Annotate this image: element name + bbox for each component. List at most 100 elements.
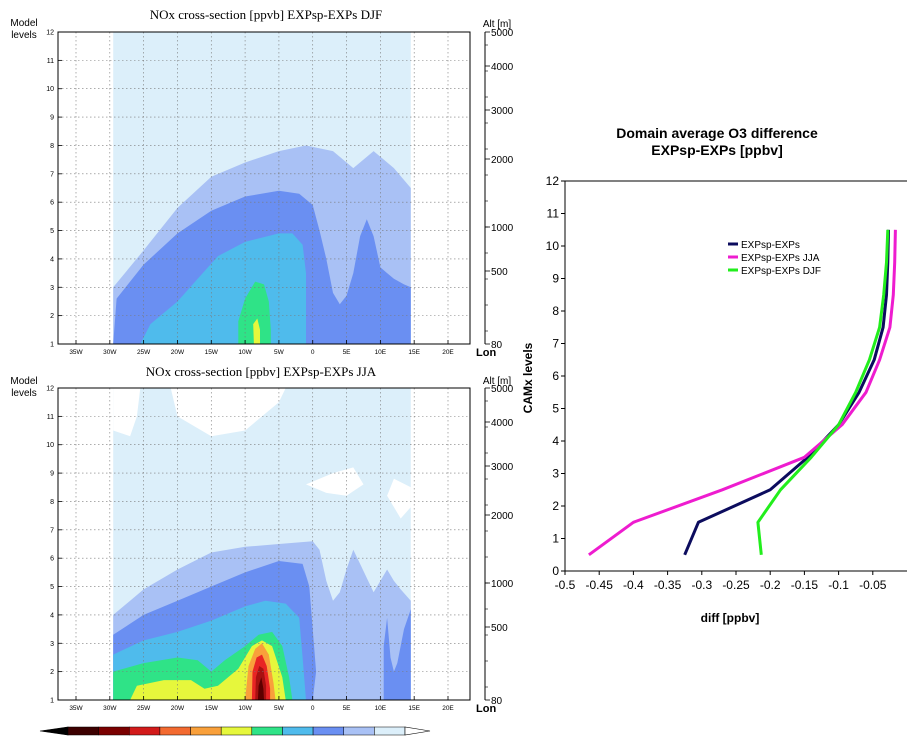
- jja-contour-bands: [113, 388, 411, 700]
- p1-x-tick-label: 0: [311, 349, 315, 356]
- p1-alt-tick-label: 500: [491, 267, 508, 278]
- o3-legend-label: EXPsp-EXPs DJF: [741, 266, 821, 277]
- colorbar-swatch: [374, 726, 406, 736]
- p2-x-tick-label: 5W: [274, 705, 285, 712]
- o3-y-tick-label: 6: [552, 369, 559, 383]
- jja-right-axis-title: Alt [m]: [483, 376, 512, 387]
- djf-plot-frame: [57, 31, 471, 345]
- colorbar-swatch: [220, 726, 253, 736]
- o3-series-line-3: [756, 229, 890, 555]
- p1-x-tick-label: 5E: [343, 349, 352, 356]
- p2-x-tick-label: 10W: [238, 705, 252, 712]
- o3-x-tick-label: -0.4: [623, 578, 644, 592]
- djf-contour-bands: [113, 32, 411, 344]
- jja-gridlines: [58, 387, 470, 701]
- p2-y-tick-label: 1: [50, 698, 54, 705]
- colorbar-swatch: [98, 726, 130, 736]
- djf-right-axis-title: Alt [m]: [483, 19, 512, 30]
- jja-x-axis-title: Lon: [476, 703, 496, 715]
- p1-alt-tick-label: 3000: [491, 106, 514, 117]
- p1-y-tick-label: 7: [50, 171, 54, 178]
- p1-alt-tick-label: 80: [491, 340, 503, 351]
- jja-left-axis-title-line2: levels: [11, 388, 37, 399]
- p2-y-tick-label: 5: [50, 584, 54, 591]
- colorbar-swatch: [282, 726, 314, 736]
- p1-y-tick-label: 8: [50, 143, 54, 150]
- p1-y-tick-label: 10: [46, 86, 54, 93]
- o3-x-tick-label: -0.35: [654, 578, 682, 592]
- djf-left-axis-title-line2: levels: [11, 30, 37, 41]
- djf-x-ticks: 35W 30W 25W 20W 15W 10W 5W 0 5E 10E 15E 20E: [69, 340, 454, 356]
- p2-y-tick-label: 11: [47, 414, 54, 421]
- colorbar-swatch: [251, 726, 283, 736]
- p2-y-tick-label: 9: [50, 471, 54, 478]
- p2-y-tick-label: 2: [50, 669, 54, 676]
- p1-x-tick-label: 10E: [375, 349, 387, 356]
- p1-contour-band: [238, 281, 271, 344]
- p2-alt-tick-label: 80: [491, 696, 503, 707]
- p2-x-tick-label: 20W: [171, 705, 185, 712]
- p2-y-tick-label: 7: [50, 527, 54, 534]
- p1-y-tick-label: 6: [50, 200, 54, 207]
- o3-x-axis-label: diff [ppbv]: [701, 611, 760, 625]
- p2-y-tick-label: 4: [50, 612, 54, 619]
- jja-plot-frame: [57, 387, 471, 701]
- p1-contour-band: [253, 318, 260, 344]
- o3-y-tick-label: 7: [552, 337, 559, 351]
- jja-title: NOx cross-section [ppbv] EXPsp-EXPs JJA: [146, 364, 377, 379]
- p2-y-tick-label: 12: [46, 386, 54, 393]
- jja-cross-section-panel: NOx cross-section [ppbv] EXPsp-EXPs JJA …: [10, 364, 513, 715]
- o3-x-tick-label: -0.1: [828, 578, 849, 592]
- p1-x-tick-label: 10W: [238, 349, 252, 356]
- colorbar: -1.3-1.2-1.1-1-0.8-0.6-0.4-0.2-0.1-0.050: [39, 726, 431, 736]
- o3-y-tick-label: 2: [552, 499, 559, 513]
- o3-x-tick-label: -0.45: [586, 578, 614, 592]
- o3-y-tick-label: 1: [552, 532, 559, 546]
- p1-y-tick-label: 5: [50, 228, 54, 235]
- o3-x-tick-label: -0.25: [722, 578, 750, 592]
- o3-x-tick-label: -0.5: [555, 578, 576, 592]
- p2-x-tick-label: 15E: [408, 705, 420, 712]
- p2-alt-tick-label: 1000: [491, 579, 514, 590]
- p2-contour-band: [113, 388, 141, 437]
- p1-x-tick-label: 30W: [103, 349, 117, 356]
- o3-title-line2: EXPsp-EXPs [ppbv]: [651, 142, 782, 158]
- p1-y-tick-label: 12: [46, 30, 54, 37]
- p1-y-tick-label: 4: [50, 256, 54, 263]
- p2-x-tick-label: 30W: [103, 705, 117, 712]
- p1-x-tick-label: 15E: [408, 349, 420, 356]
- o3-legend-label: EXPsp-EXPs JJA: [741, 253, 820, 264]
- o3-x-tick-label: -0.05: [859, 578, 887, 592]
- o3-title-line1: Domain average O3 difference: [616, 125, 818, 141]
- p2-x-tick-label: 5E: [343, 705, 352, 712]
- colorbar-swatch: [159, 726, 191, 736]
- o3-y-tick-label: 8: [552, 304, 559, 318]
- o3-series-line-2: [588, 229, 897, 557]
- colorbar-swatch: [129, 726, 161, 736]
- colorbar-swatch: [67, 726, 99, 736]
- colorbar-left-arrow: [39, 726, 69, 736]
- djf-title: NOx cross-section [ppvb] EXPsp-EXPs DJF: [150, 7, 383, 22]
- p1-y-tick-label: 11: [47, 58, 54, 65]
- p2-alt-tick-label: 5000: [491, 384, 514, 395]
- o3-y-tick-label: 12: [546, 174, 560, 188]
- o3-x-tick-label: -0.2: [760, 578, 781, 592]
- p2-y-tick-label: 3: [50, 641, 54, 648]
- colorbar-right-arrow: [404, 726, 431, 736]
- p1-alt-tick-label: 4000: [491, 62, 514, 73]
- p2-y-tick-label: 6: [50, 556, 54, 563]
- p2-x-tick-label: 15W: [205, 705, 219, 712]
- p2-contour-band: [387, 478, 411, 519]
- p1-y-tick-label: 9: [50, 115, 54, 122]
- p2-alt-tick-label: 2000: [491, 511, 514, 522]
- p1-y-tick-label: 3: [50, 285, 54, 292]
- djf-altitude-ticks: 80 500 1000 2000 3000 4000 5000: [485, 28, 514, 351]
- colorbar-swatch: [190, 726, 222, 736]
- p1-x-tick-label: 35W: [69, 349, 83, 356]
- jja-left-axis-title-line1: Model: [10, 376, 37, 387]
- o3-y-tick-label: 0: [552, 564, 559, 578]
- o3-y-tick-label: 11: [547, 207, 560, 221]
- o3-profile-chart: Domain average O3 difference EXPsp-EXPs …: [521, 125, 907, 625]
